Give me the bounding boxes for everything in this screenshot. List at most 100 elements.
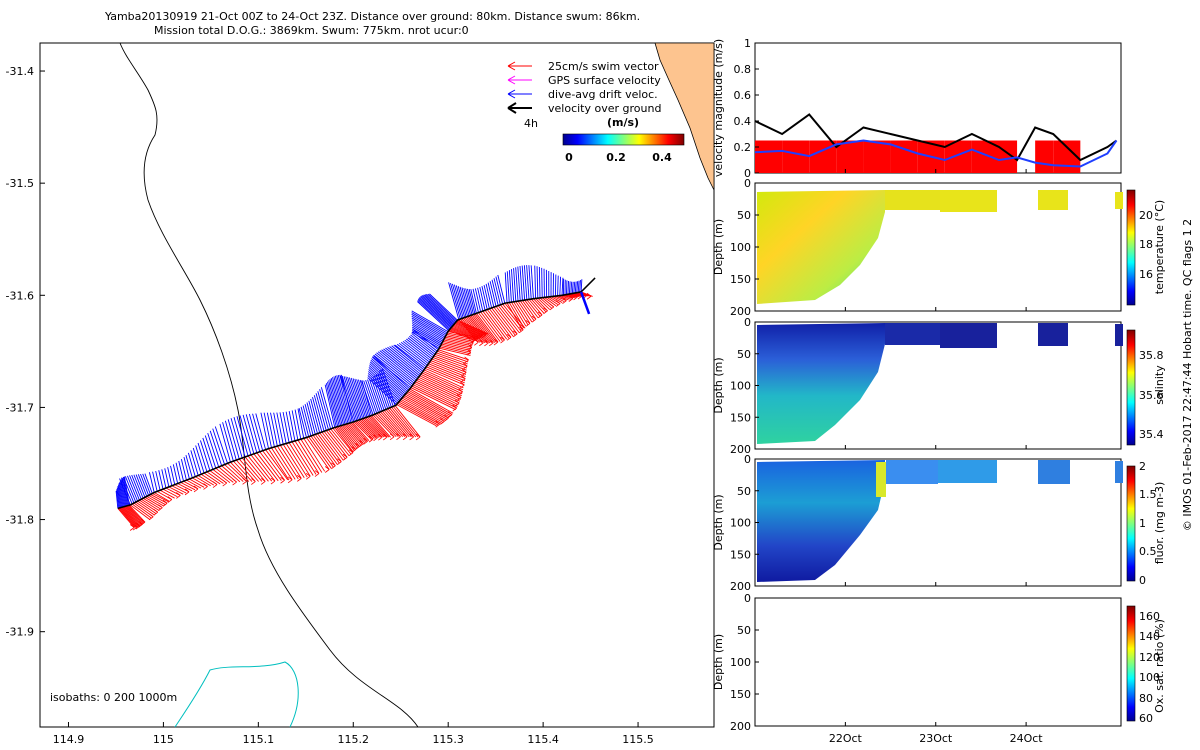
swim-arrowhead — [176, 492, 181, 499]
map-ytick-label: -31.5 — [6, 177, 34, 190]
drift-vector — [567, 280, 569, 295]
drift-vector — [339, 374, 352, 423]
fluorescence-colorbar — [1126, 465, 1136, 582]
drift-vector — [195, 445, 205, 474]
swim-arrowhead — [493, 338, 499, 346]
drift-vector — [385, 347, 420, 377]
drift-vector — [402, 340, 430, 363]
drift-end-arrow — [579, 291, 591, 315]
map-xtick-label: 115.5 — [622, 733, 654, 746]
drift-vector — [407, 337, 434, 358]
swim-arrowhead — [158, 504, 163, 511]
swim-arrowhead — [500, 336, 505, 344]
swim-vector — [444, 336, 474, 344]
swim-vector — [432, 357, 467, 371]
drift-vector — [377, 351, 416, 383]
swim-vector — [500, 304, 522, 332]
swim-vector — [355, 420, 374, 440]
swim-vector — [407, 391, 452, 417]
drift-vector — [282, 411, 290, 443]
swim-vector — [467, 316, 489, 344]
drift-vector — [367, 375, 398, 404]
swim-vector — [537, 297, 550, 310]
depth-tick-label: 100 — [730, 656, 751, 669]
drift-vector — [515, 267, 519, 302]
swim-arrowhead — [452, 404, 457, 412]
swim-vector — [128, 504, 146, 523]
drift-vector — [411, 331, 440, 349]
drift-vector — [164, 468, 170, 488]
swim-vector — [495, 306, 518, 335]
salinity-shallow-4 — [1115, 324, 1123, 346]
swim-vector — [238, 458, 259, 482]
swim-vector — [153, 492, 170, 502]
drift-vector — [574, 281, 577, 294]
swim-vector — [437, 350, 469, 363]
drift-vector — [451, 283, 463, 319]
swim-vector — [371, 415, 391, 438]
fluor-cbar-tick-1-5: 1.5 — [1139, 488, 1157, 501]
swim-vector — [165, 487, 181, 496]
swim-vector — [462, 317, 484, 344]
salinity-cbar-tick-35-6: 35.6 — [1139, 389, 1164, 402]
swim-vector — [468, 315, 491, 344]
oxy-cbar-tick-140: 140 — [1139, 630, 1160, 643]
swim-vector — [123, 506, 141, 527]
map-xtick-label: 115.3 — [432, 733, 464, 746]
speed-colorbar — [562, 133, 685, 146]
swim-vector — [553, 295, 565, 303]
swim-vector — [118, 507, 136, 528]
swim-vector — [357, 419, 377, 439]
drift-vector — [197, 442, 208, 472]
swim-vector — [391, 406, 417, 438]
swim-vector — [195, 476, 211, 487]
salinity-cbar-label: salinity — [1153, 365, 1166, 405]
drift-vector — [230, 418, 243, 459]
map-panel: 114.9 115 115.1 115.2 115.3 115.4 115.5 -31.4-… — [6, 42, 715, 746]
drift-vector — [517, 266, 521, 301]
drift-vector — [580, 279, 583, 292]
swim-vector — [535, 298, 548, 312]
drift-vector — [207, 432, 220, 468]
depth-tick-label: 50 — [737, 209, 751, 222]
drift-vector — [406, 338, 433, 360]
depth-tick-label: 50 — [737, 348, 751, 361]
drift-vector — [116, 487, 121, 508]
drift-vector — [200, 440, 211, 471]
swim-arrowhead — [153, 508, 159, 516]
drift-vector — [167, 467, 173, 486]
drift-vector — [363, 380, 376, 415]
swim-vector — [396, 404, 437, 427]
swim-vector — [415, 381, 460, 404]
oxygen-cbar-label: Ox. sat. ratio (%) — [1153, 619, 1166, 713]
drift-vector — [376, 352, 415, 384]
drift-vector — [212, 428, 226, 465]
swim-vector — [250, 454, 273, 482]
swim-vector — [444, 338, 473, 345]
drift-vector — [412, 326, 442, 345]
swim-vector — [486, 309, 510, 339]
swim-vector — [130, 504, 151, 521]
swim-vector — [360, 418, 380, 438]
drift-vector — [320, 387, 334, 429]
drift-vector — [187, 452, 196, 477]
swim-vector — [141, 498, 160, 512]
swim-arrowhead — [232, 478, 237, 486]
swim-vector — [409, 388, 454, 414]
swim-speed-bar — [782, 140, 810, 173]
depth-axis-label: Depth (m) — [712, 219, 725, 275]
swim-vector — [476, 313, 499, 343]
swim-arrowhead — [212, 481, 218, 488]
drift-vector — [263, 412, 272, 448]
swim-arrowhead — [297, 475, 302, 482]
depth-tick-label: 200 — [730, 580, 751, 593]
temperature-shallow-1 — [885, 190, 940, 210]
oxy-cbar-tick-80: 80 — [1139, 692, 1153, 705]
salinity-section — [757, 323, 885, 444]
swim-vector — [517, 300, 533, 323]
drift-vector — [300, 406, 310, 437]
swim-vector — [455, 321, 487, 336]
drift-vector — [530, 265, 534, 299]
map-xtick-label: 115 — [153, 733, 174, 746]
